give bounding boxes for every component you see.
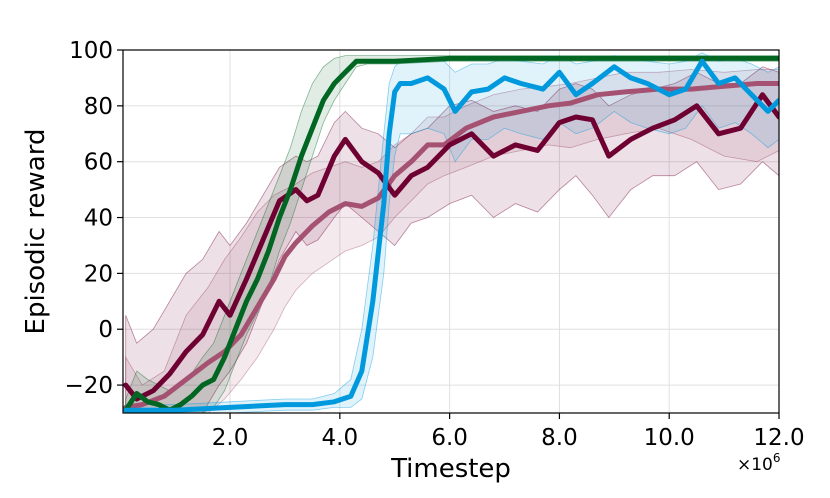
y-tick-label: 100 — [69, 38, 113, 64]
axis-ticks — [117, 49, 780, 419]
series-line-2 — [123, 55, 779, 413]
x-tick-label: 12.0 — [753, 425, 804, 451]
x-axis-label: Timestep — [390, 454, 511, 484]
series-lines — [123, 55, 779, 413]
x-tick-label: 2.0 — [212, 425, 249, 451]
x-tick-label: 4.0 — [322, 425, 359, 451]
x-axis-multiplier-base: ×10 — [737, 455, 773, 475]
x-axis-multiplier: ×106 — [737, 451, 781, 475]
y-tick-labels: −20 0 20 40 60 80 100 — [64, 38, 113, 399]
y-tick-label: 0 — [98, 317, 113, 343]
y-tick-label: 40 — [84, 206, 113, 232]
x-tick-label: 8.0 — [541, 425, 578, 451]
plot-frame — [122, 49, 780, 414]
y-tick-label: 60 — [84, 150, 113, 176]
y-tick-label: −20 — [64, 373, 113, 399]
x-axis-multiplier-exponent: 6 — [773, 451, 781, 465]
y-tick-label: 80 — [84, 94, 113, 120]
series-line-1 — [123, 92, 779, 402]
series-line-3 — [123, 58, 779, 413]
y-tick-label: 20 — [84, 261, 113, 287]
x-tick-label: 10.0 — [644, 425, 695, 451]
x-tick-labels: 2.0 4.0 6.0 8.0 10.0 12.0 — [212, 425, 805, 451]
y-axis-label: Episodic reward — [21, 129, 51, 335]
x-tick-label: 6.0 — [431, 425, 468, 451]
